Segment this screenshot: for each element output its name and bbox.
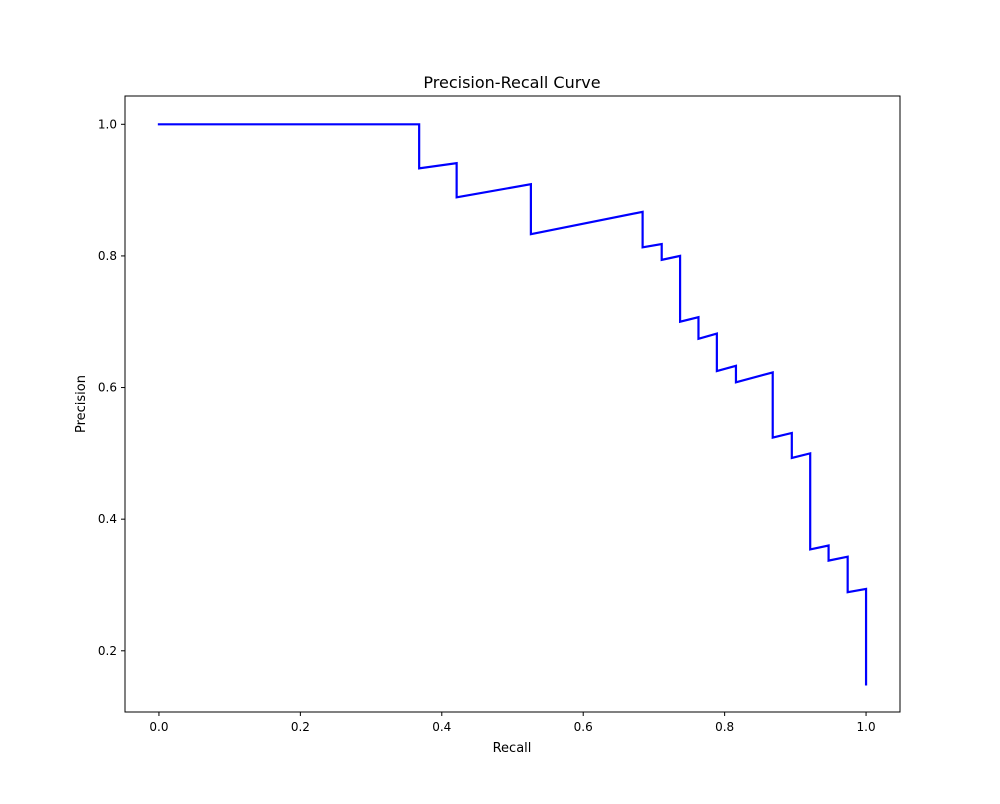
x-tick-label: 0.8	[715, 720, 734, 734]
x-axis-label: Recall	[493, 741, 532, 756]
y-tick-label: 0.2	[98, 644, 117, 658]
x-tick-label: 0.6	[574, 720, 593, 734]
y-tick-label: 0.8	[98, 249, 117, 263]
chart-title: Precision-Recall Curve	[423, 73, 600, 92]
plot-frame	[124, 95, 901, 713]
y-axis-ticks: 0.2 0.4 0.6 0.8 1.0	[98, 117, 125, 658]
x-tick-label: 1.0	[857, 720, 876, 734]
plot-area-background	[125, 96, 900, 712]
x-tick-label: 0.4	[432, 720, 451, 734]
y-tick-label: 0.4	[98, 512, 117, 526]
y-axis-label: Precision	[74, 375, 89, 433]
x-axis-ticks: 0.0 0.2 0.4 0.6 0.8 1.0	[149, 712, 876, 734]
series-line	[157, 123, 868, 686]
y-tick-label: 1.0	[98, 117, 117, 131]
y-tick-label: 0.6	[98, 381, 117, 395]
x-tick-label: 0.0	[149, 720, 168, 734]
x-tick-label: 0.2	[291, 720, 310, 734]
series-layer	[157, 123, 868, 686]
